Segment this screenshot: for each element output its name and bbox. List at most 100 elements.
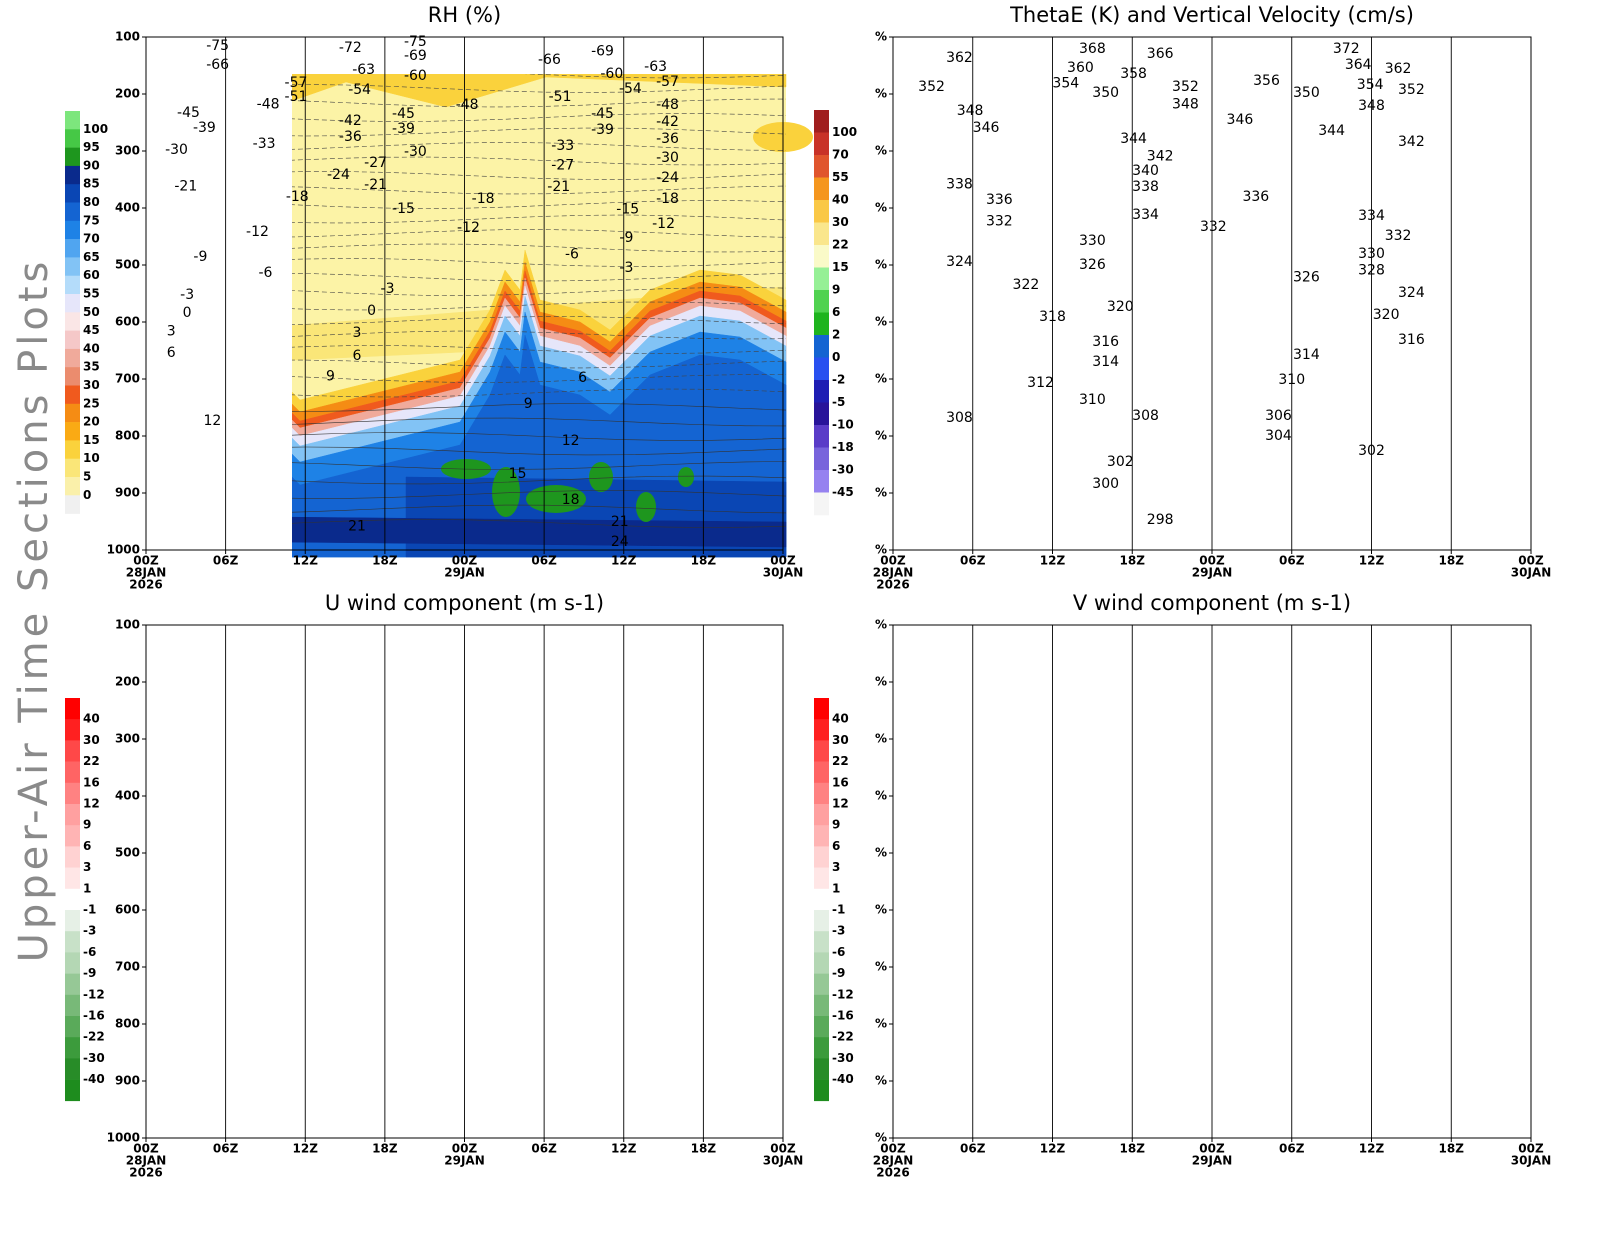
contour-label: 9	[524, 396, 533, 412]
contour-label: 362	[1385, 61, 1412, 77]
isotherm	[292, 214, 787, 224]
contour-label: -42	[339, 113, 362, 129]
colorbar-box	[65, 825, 80, 847]
shade	[1417, 440, 1429, 524]
date-label: 28JAN	[873, 1154, 914, 1168]
isotherm	[292, 432, 787, 441]
contour-label: -12	[457, 220, 480, 236]
isotherm	[292, 504, 787, 514]
contour-label: 372	[1333, 41, 1360, 57]
shade	[893, 625, 1533, 855]
colorbar-box	[65, 129, 80, 148]
colorbar-box	[814, 267, 829, 291]
contour-label: 306	[1265, 408, 1292, 424]
colorbar-box	[65, 1058, 80, 1080]
x-tick-label: 12Z	[293, 1142, 319, 1156]
colorbar-box	[65, 330, 80, 350]
isentrope	[893, 310, 1533, 320]
colorbar-label: 15	[83, 433, 100, 447]
contour-label: 0	[367, 303, 376, 319]
colorbar-box	[814, 1058, 829, 1080]
contour-label: 340	[1132, 163, 1159, 179]
shade	[963, 64, 1023, 550]
isentrope	[893, 172, 1533, 182]
contour-label: -57	[656, 74, 679, 90]
y-tick-label: 900	[115, 486, 140, 500]
y-tick-label: %	[875, 618, 887, 632]
colorbar-label: 70	[832, 148, 849, 162]
colorbar-label: 9	[832, 283, 840, 297]
shade	[893, 37, 1533, 55]
x-tick-label: 12Z	[1040, 1142, 1066, 1156]
contour-label: 6	[167, 345, 176, 361]
shade	[923, 504, 943, 534]
contour-label: 360	[1067, 60, 1094, 76]
contour-label: 354	[1357, 77, 1384, 93]
shade	[893, 855, 1293, 1145]
contour-label: 332	[986, 214, 1013, 230]
colorbar-box	[65, 698, 80, 720]
colorbar-box	[814, 973, 829, 996]
isotherm	[292, 98, 787, 108]
contour-label: 312	[1027, 375, 1054, 391]
contour-label: -66	[538, 52, 561, 68]
x-tick-label: 12Z	[1359, 1142, 1385, 1156]
colorbar-label: 30	[83, 378, 100, 392]
y-tick-label: 300	[115, 144, 140, 158]
y-tick-label: %	[875, 732, 887, 746]
contour-label: -12	[246, 224, 269, 240]
contour-label: -27	[551, 157, 574, 173]
colorbar-box	[814, 492, 829, 516]
contour-label: -18	[656, 191, 679, 207]
shade	[292, 516, 787, 548]
colorbar-label: 55	[83, 287, 100, 301]
colorbar-box	[814, 846, 829, 868]
colorbar-label: -16	[832, 1009, 854, 1023]
contour-label: 338	[1132, 179, 1159, 195]
isentrope	[893, 468, 1533, 484]
contour-label: -36	[656, 131, 679, 147]
contour-label: 332	[1385, 228, 1412, 244]
shade	[146, 625, 786, 955]
shade	[1237, 149, 1269, 537]
contour-label: 356	[1253, 73, 1280, 89]
shade	[1036, 167, 1050, 507]
contour-label: 314	[1092, 354, 1119, 370]
colorbar-label: 1	[83, 881, 91, 895]
contour-label: 12	[203, 413, 221, 429]
panel-title: U wind component (m s-1)	[325, 591, 604, 615]
contour-label: 0	[183, 305, 192, 321]
isotherm	[292, 113, 787, 122]
shade	[186, 915, 306, 1095]
colorbar-label: 22	[832, 754, 849, 768]
colorbar-box	[65, 1037, 80, 1059]
isentrope	[893, 526, 1533, 542]
shade	[893, 37, 1533, 557]
colorbar-label: -5	[832, 395, 845, 409]
colorbar-label: 90	[83, 158, 100, 172]
isentrope	[893, 287, 1533, 297]
contour-label: -33	[551, 138, 574, 154]
contour-label: 316	[1092, 334, 1119, 350]
shade	[893, 665, 1533, 755]
colorbar-label: -12	[83, 987, 105, 1001]
contour-label: -30	[656, 150, 679, 166]
date-label: 30JAN	[763, 566, 804, 580]
colorbar-label: -22	[83, 1030, 105, 1044]
contour-label: -39	[392, 121, 415, 137]
colorbar-label: -22	[832, 1030, 854, 1044]
year-label: 2026	[129, 578, 162, 592]
isentrope	[893, 92, 1533, 102]
colorbar-box	[65, 257, 80, 276]
colorbar-box	[65, 312, 80, 331]
shade	[1336, 167, 1350, 507]
isotherm	[292, 388, 787, 398]
contour-label: 336	[986, 192, 1013, 208]
colorbar-label: -3	[83, 924, 96, 938]
isotherm	[292, 243, 787, 253]
isotherm	[292, 490, 787, 499]
isentrope	[893, 491, 1533, 507]
y-tick-label: %	[875, 1017, 887, 1031]
